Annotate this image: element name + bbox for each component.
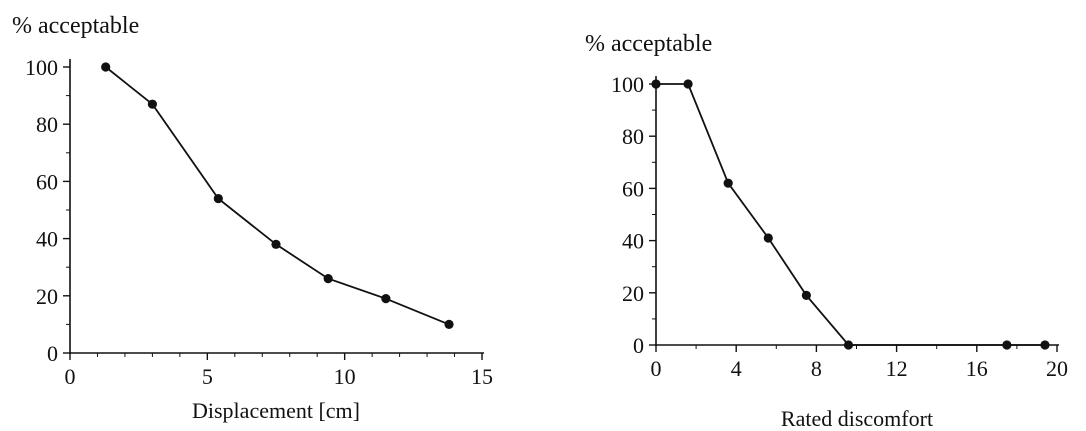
data-point: [1002, 340, 1012, 350]
data-point: [101, 62, 111, 72]
y-axis-label: % acceptable: [12, 13, 139, 39]
data-point: [843, 340, 854, 350]
y-tick-label: 40: [36, 227, 58, 252]
y-tick-label: 60: [622, 176, 644, 201]
data-point: [763, 233, 773, 243]
y-tick-label: 80: [622, 124, 644, 149]
y-tick-label: 40: [622, 229, 644, 254]
y-tick-label: 0: [47, 341, 58, 366]
x-tick-label: 4: [731, 356, 742, 381]
x-tick-label: 0: [651, 356, 662, 381]
data-point: [801, 290, 811, 301]
y-tick-label: 80: [36, 112, 58, 137]
series-line: [105, 66, 450, 326]
y-axis-label: % acceptable: [585, 31, 712, 57]
y-tick-label: 20: [36, 284, 58, 309]
x-axis-label: Displacement [cm]: [192, 398, 360, 423]
y-tick-label: 100: [611, 72, 644, 97]
x-tick-label: 12: [886, 356, 908, 381]
y-tick-label: 100: [25, 55, 58, 80]
data-point: [271, 239, 281, 249]
data-point: [147, 99, 157, 109]
data-point: [723, 178, 733, 188]
y-tick-label: 60: [36, 169, 58, 194]
chart-displacement: % acceptable Displacement [cm] 0 20 40 60 80…: [12, 13, 493, 423]
x-tick-label: 15: [471, 364, 493, 389]
data-point: [381, 294, 391, 304]
x-tick-label: 16: [966, 356, 988, 381]
data-point: [444, 319, 454, 329]
data-point: [1040, 340, 1050, 350]
data-point: [683, 79, 693, 89]
data-point: [323, 274, 333, 284]
y-tick-label: 0: [633, 333, 644, 358]
y-tick-label: 20: [622, 281, 644, 306]
x-axis-label: Rated discomfort: [781, 406, 933, 431]
series-line: [656, 83, 1045, 346]
data-point: [651, 79, 661, 89]
x-tick-label: 5: [202, 364, 213, 389]
chart-rated-discomfort: % acceptable Rated discomfort 0204060801…: [585, 31, 1068, 431]
x-tick-label: 20: [1046, 356, 1068, 381]
x-tick-label: 8: [811, 356, 822, 381]
data-point: [213, 193, 223, 204]
x-tick-label: 0: [65, 364, 76, 389]
x-tick-label: 10: [334, 364, 356, 389]
